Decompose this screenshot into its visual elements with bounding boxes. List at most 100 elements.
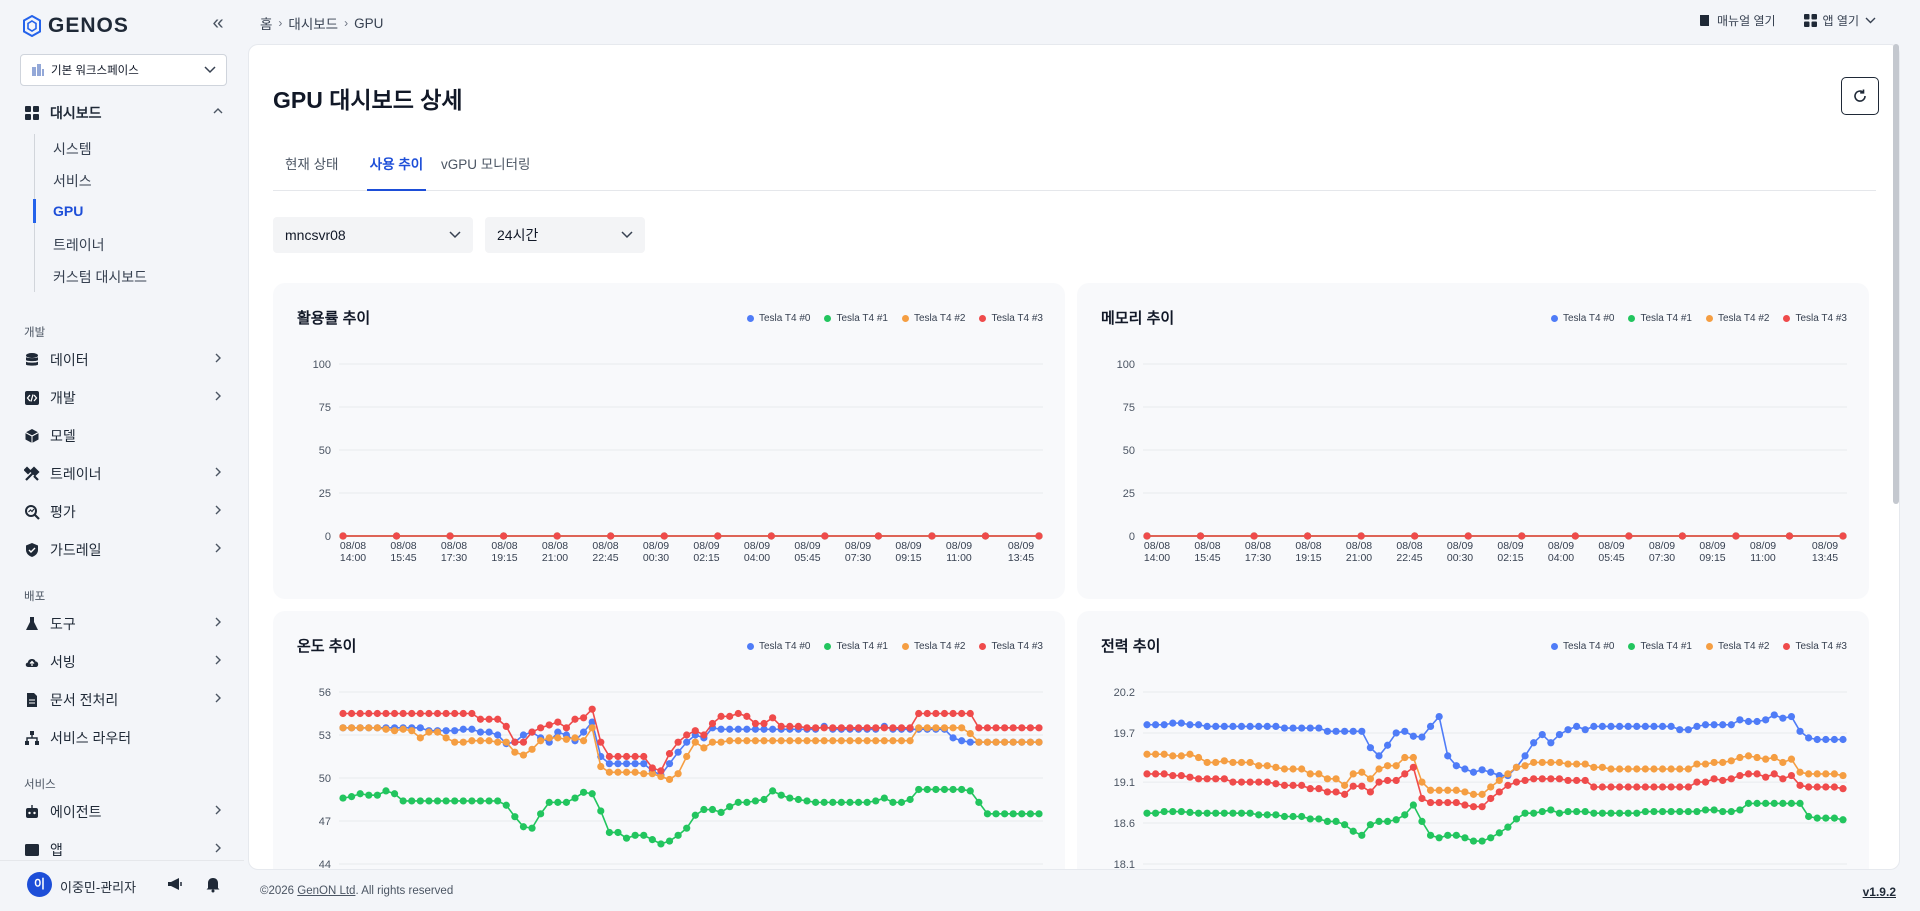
data-point [760,795,768,804]
x-tick-label: 07:30 [1649,552,1675,564]
user-name[interactable]: 이중민-관리자 [60,880,137,895]
sidebar-item-data[interactable]: 데이터 [24,348,224,372]
legend-item[interactable]: Tesla T4 #2 [1705,313,1769,324]
chevron-right-icon [215,543,221,553]
data-point [468,797,476,805]
sidebar-sub-gpu[interactable]: GPU [53,203,84,219]
tab-usage-trend[interactable]: 사용 추이 [367,153,426,191]
sidebar-item-model[interactable]: 모델 [24,424,224,448]
data-point [1805,812,1813,821]
legend-item[interactable]: Tesla T4 #2 [901,641,965,652]
sidebar-sub-trainer[interactable]: 트레이너 [53,237,105,253]
data-point [605,752,613,761]
sidebar-item-guardrail[interactable]: 가드레일 [24,538,224,562]
sidebar-item-develop[interactable]: 개발 [24,386,224,410]
data-point [1487,768,1495,776]
main-panel: GPU 대시보드 상세 현재 상태 사용 추이 vGPU 모니터링 mncsvr… [248,44,1900,870]
data-point [674,770,682,778]
legend-item[interactable]: Tesla T4 #2 [1705,641,1769,652]
data-point [1787,712,1796,721]
sidebar-item-agent[interactable]: 에이전트 [24,800,224,824]
tab-vgpu-monitoring[interactable]: vGPU 모니터링 [441,157,531,172]
collapse-sidebar-icon[interactable]: « [212,12,224,34]
data-point [528,728,536,736]
data-point [1710,806,1718,814]
legend-label: Tesla T4 #0 [758,641,811,652]
chevron-right-icon [215,617,221,627]
legend-item[interactable]: Tesla T4 #0 [1550,641,1614,652]
y-tick-label: 50 [319,773,331,785]
data-point [1641,722,1649,730]
data-point [1255,778,1263,786]
data-point [966,738,974,746]
data-point [1753,799,1761,807]
legend-item[interactable]: Tesla T4 #3 [1783,641,1847,652]
sidebar-item-app[interactable]: 앱 [24,838,224,862]
data-point [1255,811,1263,819]
open-manual-button[interactable]: 매뉴얼 열기 [1699,12,1776,29]
data-point [1633,783,1641,791]
sidebar-item-evaluation[interactable]: 평가 [24,500,224,524]
x-tick-label: 14:00 [1144,552,1170,564]
data-point [1035,738,1043,746]
data-point [846,737,854,745]
refresh-button[interactable] [1841,77,1879,115]
scrollbar[interactable] [1893,44,1899,504]
data-point [1555,758,1564,767]
breadcrumb-home[interactable]: 홈 [260,17,273,32]
data-point [1590,763,1598,771]
x-tick-label: 09:15 [895,552,921,564]
legend-item[interactable]: Tesla T4 #1 [1628,641,1692,652]
sidebar-item-tools[interactable]: 도구 [24,612,224,636]
breadcrumb-dashboard[interactable]: 대시보드 [288,17,339,32]
data-point [1495,829,1503,837]
legend-item[interactable]: Tesla T4 #1 [824,641,888,652]
megaphone-icon[interactable] [166,875,184,893]
legend-item[interactable]: Tesla T4 #0 [1550,313,1614,324]
legend-item[interactable]: Tesla T4 #0 [746,313,810,324]
tab-current-status[interactable]: 현재 상태 [285,157,339,172]
legend-item[interactable]: Tesla T4 #2 [901,313,965,324]
server-select[interactable]: mncsvr08 [273,217,473,253]
data-point [1196,532,1205,540]
sidebar-item-trainer[interactable]: 트레이너 [24,462,224,486]
legend-item[interactable]: Tesla T4 #0 [746,641,811,652]
data-point [1289,765,1297,773]
data-point [416,734,424,742]
data-point [1478,790,1486,798]
sidebar-sub-system[interactable]: 시스템 [53,141,92,157]
company-link[interactable]: GenON Ltd [297,885,356,897]
sidebar-sub-custom-dashboard[interactable]: 커스텀 대시보드 [53,269,148,285]
data-point [1830,814,1839,822]
data-point [1452,831,1460,839]
sidebar-item-service-router[interactable]: 서비스 라우터 [24,726,224,750]
time-range-select[interactable]: 24시간 [485,217,645,253]
sidebar-sub-service[interactable]: 서비스 [53,173,92,189]
workspace-select[interactable]: 기본 워크스페이스 [20,54,227,86]
legend-item[interactable]: Tesla T4 #3 [979,641,1043,652]
chevron-right-icon [215,655,221,665]
data-point [1418,794,1426,803]
avatar[interactable]: 이 [27,872,52,897]
sidebar-item-doc-preprocess[interactable]: 문서 전처리 [24,688,224,712]
sidebar-item-dashboard[interactable]: 대시보드 [24,101,224,125]
sidebar-item-serving[interactable]: 서빙 [24,650,224,674]
data-point [949,709,957,718]
data-point [1160,721,1168,729]
version-link[interactable]: v1.9.2 [1862,885,1896,899]
data-point [1693,760,1701,768]
chart-card-power: 전력 추이 Tesla T4 #0 Tesla T4 #1 Tesla T4 #2 T… [1077,611,1869,869]
chart-legend: Tesla T4 #0 Tesla T4 #1 Tesla T4 #2 Tesla T… [746,313,1043,324]
data-point [803,724,811,732]
legend-item[interactable]: Tesla T4 #3 [979,313,1043,324]
open-apps-button[interactable]: 앱 열기 [1803,12,1876,29]
data-point [726,803,734,811]
bell-icon[interactable] [204,875,222,893]
legend-item[interactable]: Tesla T4 #3 [1783,313,1847,324]
legend-item[interactable]: Tesla T4 #1 [824,313,888,324]
data-point [700,744,708,752]
data-point [1237,722,1246,730]
legend-item[interactable]: Tesla T4 #1 [1628,313,1692,324]
logo[interactable]: GENOS [22,14,129,38]
data-point [614,752,622,761]
